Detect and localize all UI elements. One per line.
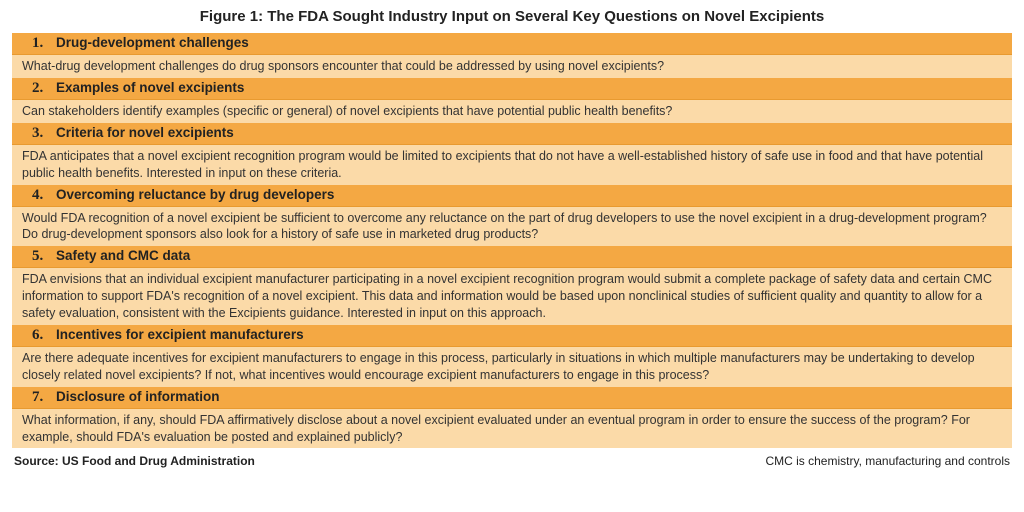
figure-title: Figure 1: The FDA Sought Industry Input … — [12, 8, 1012, 25]
question-body: FDA anticipates that a novel excipient r… — [12, 145, 1012, 185]
question-label: Examples of novel excipients — [56, 80, 244, 95]
question-label: Overcoming reluctance by drug developers — [56, 187, 334, 202]
question-number: 6. — [32, 327, 50, 344]
question-number: 5. — [32, 248, 50, 265]
footnote: CMC is chemistry, manufacturing and cont… — [765, 454, 1010, 468]
question-body: Would FDA recognition of a novel excipie… — [12, 207, 1012, 247]
question-body: Are there adequate incentives for excipi… — [12, 347, 1012, 387]
question-header: 3. Criteria for novel excipients — [12, 123, 1012, 145]
question-body: FDA envisions that an individual excipie… — [12, 268, 1012, 325]
question-header: 1. Drug-development challenges — [12, 33, 1012, 55]
question-header: 6. Incentives for excipient manufacturers — [12, 325, 1012, 347]
question-label: Drug-development challenges — [56, 35, 249, 50]
question-label: Disclosure of information — [56, 389, 220, 404]
figure-footer: Source: US Food and Drug Administration … — [12, 454, 1012, 468]
question-body: Can stakeholders identify examples (spec… — [12, 100, 1012, 123]
question-number: 4. — [32, 187, 50, 204]
question-label: Safety and CMC data — [56, 248, 190, 263]
question-body: What information, if any, should FDA aff… — [12, 409, 1012, 449]
source-label: Source: US Food and Drug Administration — [14, 454, 255, 468]
question-header: 7. Disclosure of information — [12, 387, 1012, 409]
question-header: 4. Overcoming reluctance by drug develope… — [12, 185, 1012, 207]
question-label: Criteria for novel excipients — [56, 125, 234, 140]
question-number: 7. — [32, 389, 50, 406]
question-header: 2. Examples of novel excipients — [12, 78, 1012, 100]
question-header: 5. Safety and CMC data — [12, 246, 1012, 268]
questions-table: 1. Drug-development challenges What-drug d… — [12, 33, 1012, 448]
question-number: 3. — [32, 125, 50, 142]
question-body: What-drug development challenges do drug… — [12, 55, 1012, 78]
question-label: Incentives for excipient manufacturers — [56, 327, 304, 342]
question-number: 2. — [32, 80, 50, 97]
question-number: 1. — [32, 35, 50, 52]
